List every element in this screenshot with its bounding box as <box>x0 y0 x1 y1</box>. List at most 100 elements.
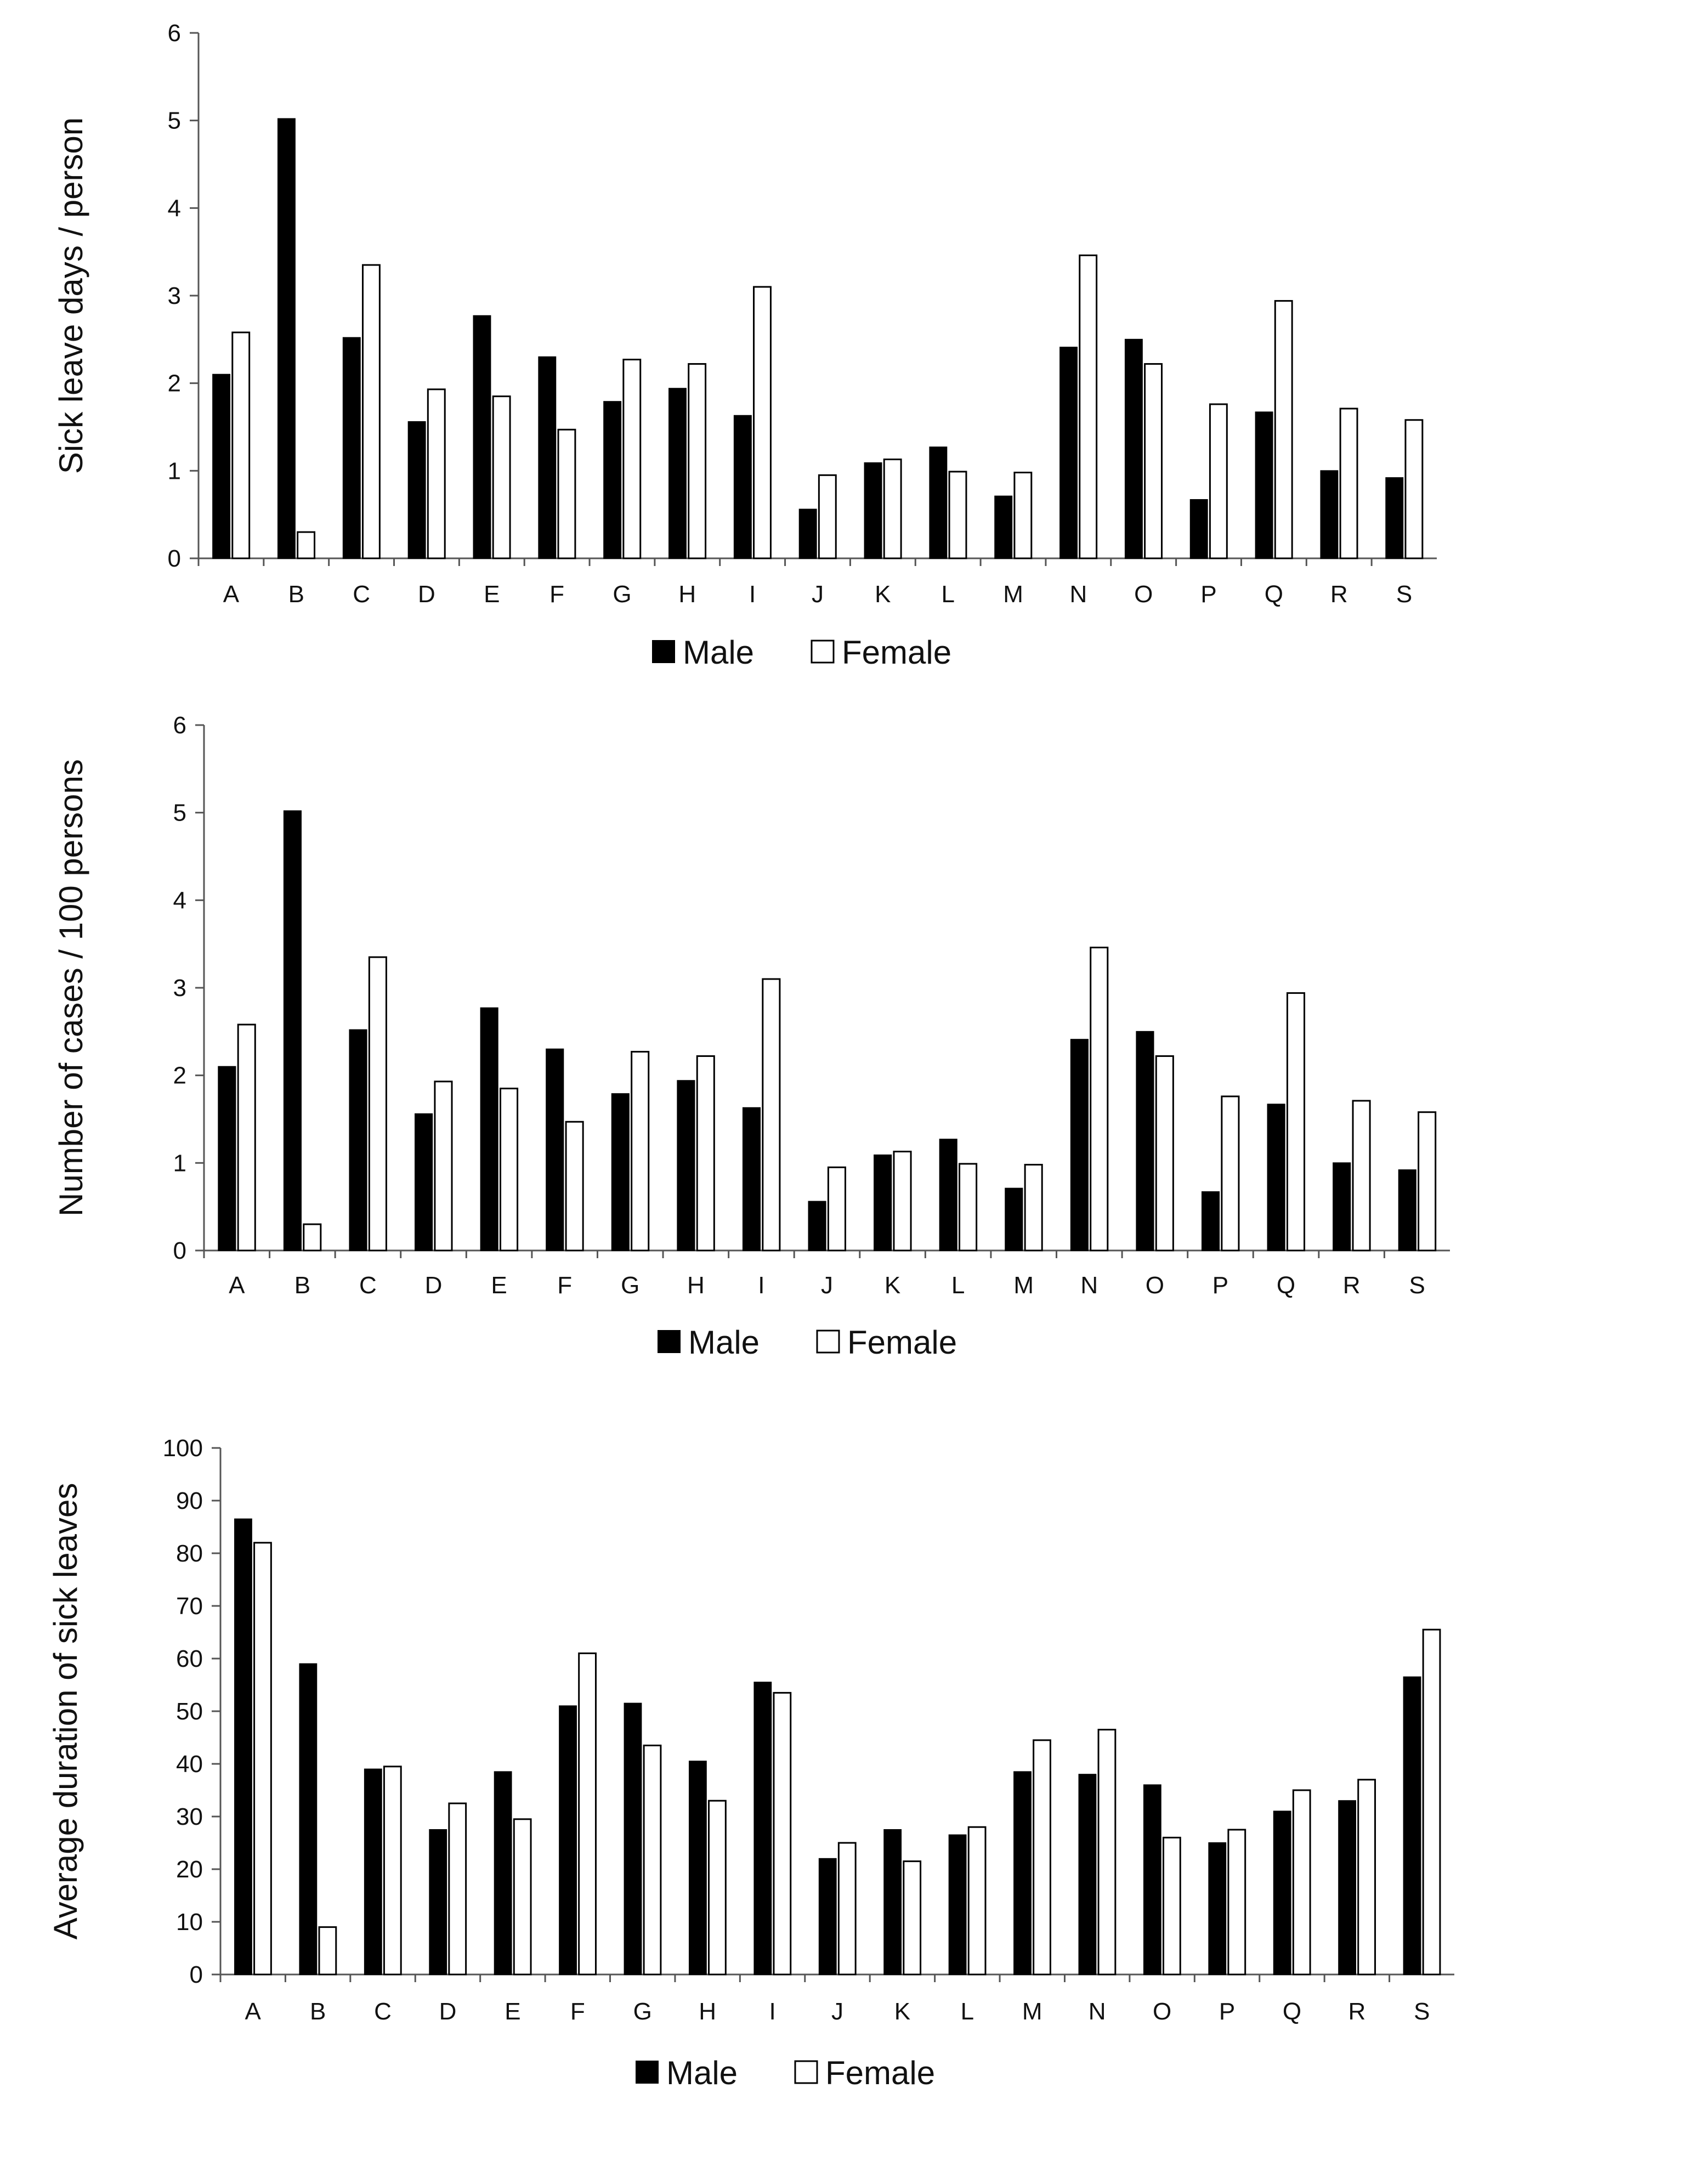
bar-female-R <box>1352 1100 1371 1252</box>
y-tick-label: 20 <box>176 1856 203 1883</box>
bar-male-C <box>349 1029 367 1251</box>
bar-female-F <box>565 1121 584 1252</box>
legend-swatch-female <box>816 1329 840 1354</box>
legend-label-male: Male <box>683 634 754 671</box>
y-tick-label: 70 <box>176 1593 203 1620</box>
bar-female-I <box>773 1691 792 1976</box>
y-tick-label: 0 <box>190 1961 203 1988</box>
bar-male-J <box>808 1201 826 1251</box>
x-tick-label-L: L <box>951 1272 965 1299</box>
y-tick-label: 4 <box>168 195 181 222</box>
bar-female-D <box>427 388 446 559</box>
legend: Male Female <box>658 1324 957 1361</box>
legend: Male Female <box>636 2055 935 2091</box>
bar-male-K <box>883 1829 902 1975</box>
bar-female-A <box>237 1023 256 1252</box>
y-tick-label: 1 <box>173 1150 186 1176</box>
x-tick-label-J: J <box>831 1998 843 2025</box>
x-tick-label-N: N <box>1089 1998 1106 2025</box>
x-tick-label-D: D <box>439 1998 457 2025</box>
x-tick-label-N: N <box>1069 581 1087 608</box>
bar-male-L <box>929 446 948 559</box>
x-tick-label-B: B <box>294 1272 310 1299</box>
bar-female-H <box>688 363 707 559</box>
bar-male-K <box>874 1154 892 1252</box>
x-tick-label-F: F <box>557 1272 572 1299</box>
bar-female-F <box>557 428 576 559</box>
x-tick-label-B: B <box>288 581 304 608</box>
bar-male-Q <box>1267 1104 1285 1252</box>
x-tick-label-P: P <box>1200 581 1216 608</box>
bar-female-K <box>883 459 902 559</box>
bar-male-H <box>677 1080 695 1252</box>
x-tick-label-Q: Q <box>1283 1998 1301 2025</box>
bar-female-B <box>303 1223 322 1252</box>
x-tick-label-I: I <box>769 1998 775 2025</box>
bar-male-O <box>1143 1784 1161 1975</box>
bar-male-J <box>818 1858 837 1976</box>
bar-female-L <box>959 1163 978 1252</box>
bar-female-S <box>1422 1628 1441 1976</box>
y-tick-label: 6 <box>173 712 186 739</box>
x-tick-label-E: E <box>484 581 500 608</box>
x-tick-label-G: G <box>621 1272 639 1299</box>
x-tick-label-O: O <box>1153 1998 1171 2025</box>
bar-female-J <box>818 474 837 559</box>
x-tick-label-I: I <box>758 1272 764 1299</box>
bar-female-N <box>1079 254 1098 559</box>
bar-male-H <box>689 1761 707 1975</box>
legend-swatch-male <box>636 2061 659 2084</box>
x-tick-label-F: F <box>549 581 564 608</box>
bar-female-P <box>1227 1829 1246 1976</box>
x-tick-label-H: H <box>687 1272 705 1299</box>
x-tick-label-F: F <box>570 1998 585 2025</box>
x-tick-label-P: P <box>1212 1272 1228 1299</box>
bar-female-P <box>1221 1095 1240 1252</box>
bar-female-G <box>631 1051 650 1252</box>
x-tick-label-A: A <box>223 581 240 608</box>
bar-female-S <box>1418 1111 1437 1252</box>
bar-male-A <box>212 374 231 559</box>
bar-male-J <box>798 508 817 559</box>
bar-male-H <box>668 388 687 559</box>
bar-male-G <box>624 1702 642 1976</box>
x-tick-label-H: H <box>699 1998 716 2025</box>
bar-male-B <box>299 1663 318 1976</box>
x-tick-label-Q: Q <box>1277 1272 1295 1299</box>
x-tick-label-I: I <box>749 581 756 608</box>
bar-male-I <box>742 1107 761 1251</box>
bar-female-E <box>492 395 511 559</box>
bar-male-P <box>1189 499 1208 559</box>
bar-male-G <box>603 401 622 559</box>
y-tick-label: 10 <box>176 1909 203 1936</box>
bar-male-M <box>1013 1771 1032 1975</box>
bar-male-F <box>559 1705 577 1975</box>
y-tick-label: 40 <box>176 1751 203 1778</box>
bar-female-N <box>1097 1729 1117 1976</box>
legend-label-male: Male <box>688 1324 760 1361</box>
y-tick-label: 5 <box>173 800 186 827</box>
bar-female-O <box>1162 1836 1181 1976</box>
x-tick-label-J: J <box>821 1272 833 1299</box>
x-tick-label-M: M <box>1022 1998 1042 2025</box>
bar-female-R <box>1357 1779 1376 1976</box>
bar-male-E <box>494 1771 512 1975</box>
y-tick-label: 90 <box>176 1487 203 1514</box>
bar-female-C <box>383 1766 402 1976</box>
x-tick-label-B: B <box>310 1998 326 2025</box>
x-tick-label-C: C <box>353 581 370 608</box>
x-tick-label-G: G <box>633 1998 652 2025</box>
legend-label-female: Female <box>842 634 951 671</box>
bar-male-R <box>1320 470 1339 559</box>
x-tick-label-A: A <box>245 1998 262 2025</box>
y-tick-label: 100 <box>163 1435 203 1462</box>
bar-female-C <box>361 264 381 559</box>
bar-female-D <box>448 1802 467 1976</box>
x-tick-label-G: G <box>613 581 631 608</box>
bar-male-E <box>473 315 491 559</box>
x-tick-label-E: E <box>505 1998 520 2025</box>
bar-male-G <box>611 1093 630 1251</box>
charts-layer: 0 1 2 3 4 5 6 Sick leave days / person A B C D E F G H I… <box>47 20 1454 2091</box>
y-tick-label: 2 <box>173 1062 186 1089</box>
